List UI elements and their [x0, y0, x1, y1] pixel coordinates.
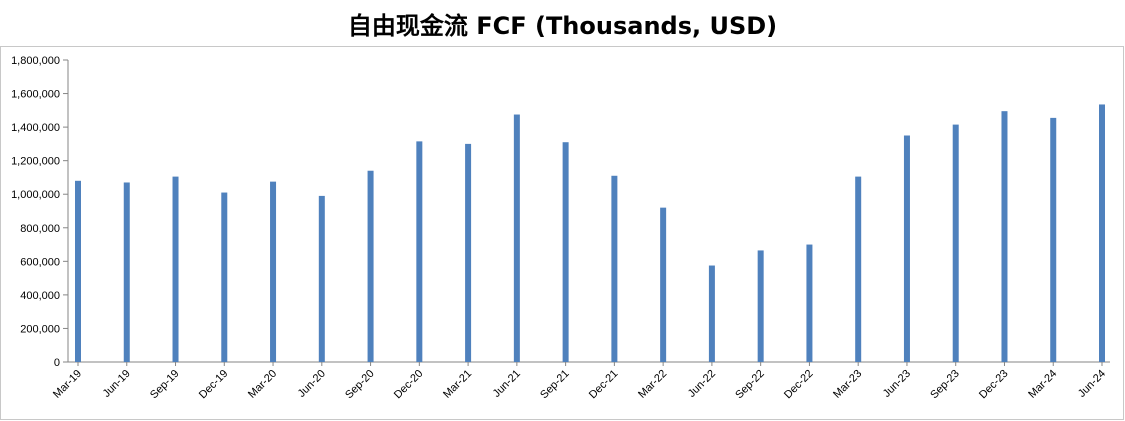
x-tick-label: Dec-20: [392, 368, 426, 402]
x-tick-label: Sep-23: [928, 368, 962, 402]
bar: [806, 244, 813, 362]
bar: [123, 182, 130, 362]
bar: [367, 170, 374, 362]
x-tick-label: Mar-19: [51, 368, 84, 401]
bar: [903, 135, 910, 362]
bar: [513, 114, 520, 363]
y-tick-label: 200,000: [20, 323, 60, 335]
x-tick-label: Mar-22: [636, 368, 669, 401]
x-tick-label: Mar-23: [831, 368, 864, 401]
x-tick-label: Jun-24: [1076, 368, 1108, 400]
y-tick-label: 800,000: [20, 223, 60, 235]
x-tick-label: Dec-23: [977, 368, 1011, 402]
y-tick-label: 1,800,000: [11, 55, 60, 67]
bar: [318, 195, 325, 362]
bar: [172, 176, 179, 362]
x-tick-label: Mar-24: [1026, 368, 1059, 401]
bar: [562, 142, 569, 362]
x-tick-label: Jun-22: [686, 368, 718, 400]
bar: [1099, 104, 1105, 362]
bar: [1050, 117, 1057, 362]
x-tick-label: Sep-19: [148, 368, 182, 402]
chart-title: 自由现金流 FCF (Thousands, USD): [347, 12, 778, 40]
x-tick-label: Sep-21: [538, 368, 572, 402]
chart-frame: [0, 46, 1124, 420]
bar: [708, 265, 715, 362]
x-tick-label: Sep-20: [343, 368, 377, 402]
x-tick-label: Mar-21: [441, 368, 474, 401]
bar: [1001, 111, 1008, 362]
bar: [855, 176, 862, 362]
x-tick-label: Jun-21: [491, 368, 523, 400]
bar: [416, 141, 423, 362]
bar: [221, 192, 228, 362]
bar: [952, 124, 959, 362]
y-tick-label: 600,000: [20, 256, 60, 268]
x-tick-label: Dec-19: [197, 368, 231, 402]
bar: [660, 207, 667, 362]
y-tick-label: 1,000,000: [11, 189, 60, 201]
x-tick-label: Dec-22: [782, 368, 816, 402]
bar: [270, 181, 277, 362]
y-tick-label: 400,000: [20, 290, 60, 302]
x-tick-label: Mar-20: [246, 368, 279, 401]
bar: [611, 175, 618, 362]
y-tick-label: 1,600,000: [11, 89, 60, 101]
x-tick-label: Sep-22: [733, 368, 767, 402]
x-tick-label: Dec-21: [587, 368, 621, 402]
bar: [75, 180, 81, 362]
bar: [757, 250, 764, 362]
x-tick-label: Jun-23: [881, 368, 913, 400]
y-tick-label: 0: [54, 357, 60, 369]
bar: [465, 143, 472, 362]
x-tick-label: Jun-19: [101, 368, 133, 400]
y-tick-label: 1,400,000: [11, 122, 60, 134]
y-tick-label: 1,200,000: [11, 156, 60, 168]
x-tick-label: Jun-20: [296, 368, 328, 400]
